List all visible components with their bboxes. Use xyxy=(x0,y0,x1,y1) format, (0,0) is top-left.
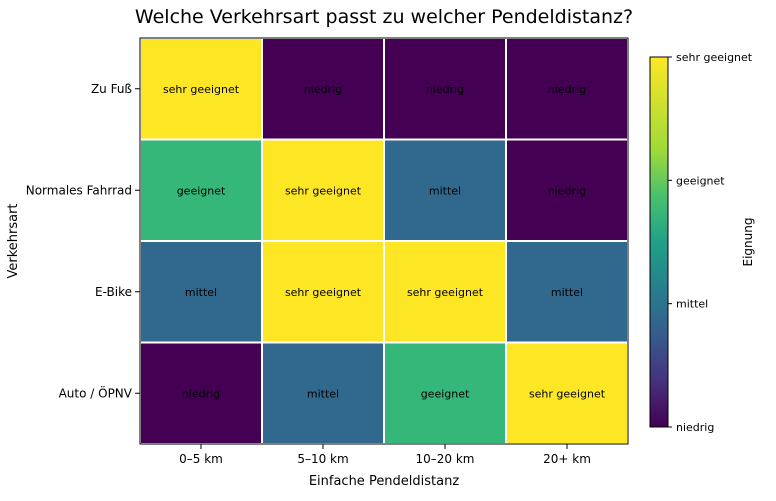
colorbar-label: Eignung xyxy=(741,218,755,267)
cell-label: mittel xyxy=(307,387,339,400)
y-tick-label: Auto / ÖPNV xyxy=(59,384,133,400)
cell-label: mittel xyxy=(429,184,461,197)
colorbar-ticks: niedrig mittel geeignet sehr geeignet xyxy=(668,51,753,434)
y-axis-label: Verkehrsart xyxy=(6,203,21,278)
heatmap-cell-labels: sehr geeignet niedrig niedrig niedrig geeign… xyxy=(163,83,606,401)
heatmap-cell xyxy=(261,341,385,445)
x-axis: 0–5 km 5–10 km 10–20 km 20+ km xyxy=(179,444,591,466)
heatmap-cell xyxy=(261,138,385,242)
cell-label: niedrig xyxy=(304,83,342,96)
cell-label: mittel xyxy=(185,286,217,299)
x-tick-label: 20+ km xyxy=(543,452,591,466)
heatmap-cell xyxy=(261,240,385,344)
heatmap-cell xyxy=(505,240,629,344)
cell-label: mittel xyxy=(551,286,583,299)
cell-label: niedrig xyxy=(426,83,464,96)
colorbar-tick-label: mittel xyxy=(676,298,708,311)
cell-label: niedrig xyxy=(182,387,220,400)
heatmap-cell xyxy=(505,138,629,242)
cell-label: niedrig xyxy=(548,184,586,197)
heatmap-cell xyxy=(505,341,629,445)
cell-label: sehr geeignet xyxy=(285,286,362,299)
cell-label: sehr geeignet xyxy=(163,83,240,96)
colorbar-tick-label: geeignet xyxy=(676,174,725,187)
cell-label: geeignet xyxy=(421,387,470,400)
cell-label: geeignet xyxy=(177,184,226,197)
colorbar-tick-label: niedrig xyxy=(676,421,714,434)
y-tick-label: Normales Fahrrad xyxy=(26,183,132,197)
heatmap-cell xyxy=(261,37,385,141)
colorbar xyxy=(649,56,669,428)
cell-label: sehr geeignet xyxy=(407,286,484,299)
heatmap-cells xyxy=(139,37,629,445)
cell-label: sehr geeignet xyxy=(529,387,606,400)
cell-label: niedrig xyxy=(548,83,586,96)
x-tick-label: 5–10 km xyxy=(297,452,348,466)
heatmap-cell xyxy=(139,37,263,141)
y-tick-label: E-Bike xyxy=(95,285,132,299)
chart-title: Welche Verkehrsart passt zu welcher Pend… xyxy=(135,6,633,28)
colorbar-tick-label: sehr geeignet xyxy=(676,51,753,64)
plot-frame xyxy=(139,37,629,445)
y-tick-label: Zu Fuß xyxy=(91,82,132,96)
y-axis: Zu Fuß Normales Fahrrad E-Bike Auto / ÖPNV xyxy=(26,82,140,400)
x-tick-label: 0–5 km xyxy=(179,452,223,466)
x-tick-label: 10–20 km xyxy=(416,452,475,466)
x-axis-label: Einfache Pendeldistanz xyxy=(309,474,460,489)
cell-label: sehr geeignet xyxy=(285,184,362,197)
